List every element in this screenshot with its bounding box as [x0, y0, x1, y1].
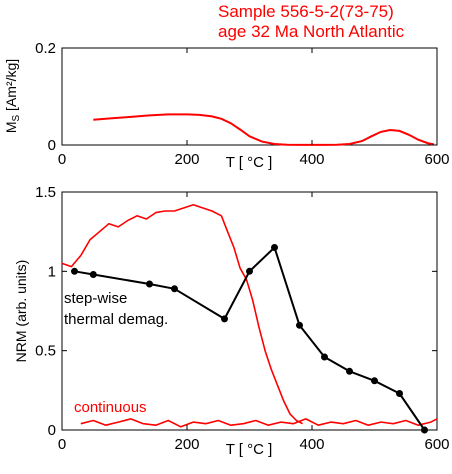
stepwise-annotation-line-1: step-wise [64, 290, 127, 307]
nrm-ylabel: NRM (arb. units) [13, 260, 29, 363]
nrm-xlabel: T [ °C ] [226, 441, 273, 458]
ms-curve [93, 113, 435, 146]
stepwise-data-point [321, 353, 328, 361]
ms-xtick-label: 0 [58, 151, 66, 168]
stepwise-annotation-line-2: thermal demag. [64, 311, 168, 328]
stepwise-data-point [89, 271, 97, 278]
stepwise-data-point [346, 367, 353, 375]
nrm-ytick-label: 1.5 [35, 184, 56, 201]
stepwise-data-point [171, 285, 178, 293]
ms-ytick-label: 0.2 [35, 40, 56, 57]
nrm-xtick-label: 200 [174, 436, 199, 453]
nrm-ytick-label: 0 [48, 422, 56, 439]
stepwise-data-point [246, 267, 253, 275]
stepwise-data-point [371, 377, 378, 385]
continuous-curve [61, 203, 303, 425]
stepwise-data-point [221, 315, 228, 323]
nrm-ytick-label: 1 [48, 263, 56, 280]
continuous-annotation: continuous [74, 399, 147, 416]
ms-panel: 0 200 400 600 0 0.2 T [ °C ] MS [Am²/kg] [3, 40, 450, 171]
stepwise-data-point [421, 426, 428, 434]
stepwise-data-point [296, 321, 303, 329]
stepwise-data-point [396, 390, 403, 397]
ms-ylabel: MS [Am²/kg] [3, 59, 22, 133]
chart-title-line-1: Sample 556-5-2(73-75) [218, 2, 394, 21]
ms-xtick-label: 200 [174, 151, 199, 168]
ms-xtick-label: 400 [299, 151, 324, 168]
stepwise-data-point [71, 267, 78, 275]
stepwise-data-point [146, 280, 153, 288]
nrm-panel: 0 200 400 600 0 0.5 1 1.5 T [ °C ] NRM (arb. u… [13, 184, 450, 458]
ms-ytick-label: 0 [48, 137, 56, 154]
stepwise-data-point [271, 244, 278, 251]
nrm-xtick-label: 600 [424, 436, 449, 453]
ms-xtick-label: 600 [424, 151, 449, 168]
ms-xlabel: T [ °C ] [226, 154, 273, 171]
ms-plot-frame [61, 47, 438, 146]
chart-title-line-2: age 32 Ma North Atlantic [218, 22, 405, 41]
nrm-ytick-label: 0.5 [35, 343, 56, 360]
nrm-xtick-label: 400 [299, 436, 324, 453]
nrm-xtick-label: 0 [58, 436, 66, 453]
continuous-curve [80, 418, 438, 428]
nrm-plot-frame [61, 191, 438, 431]
